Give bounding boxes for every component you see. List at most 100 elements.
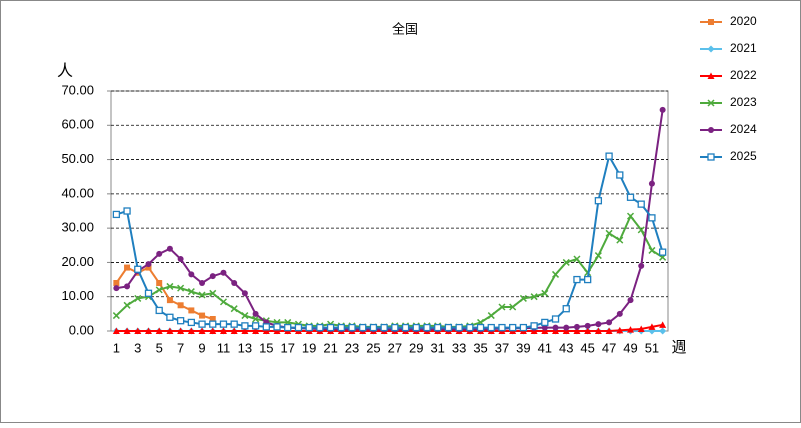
x-tick-label: 31 bbox=[430, 340, 444, 355]
data-point bbox=[305, 323, 313, 332]
data-point bbox=[594, 327, 602, 334]
data-point bbox=[648, 180, 655, 187]
data-point bbox=[294, 323, 303, 332]
series-line bbox=[115, 266, 214, 320]
series-line bbox=[116, 323, 663, 332]
data-point bbox=[198, 320, 206, 328]
data-point bbox=[541, 327, 549, 334]
legend-label: 2020 bbox=[730, 14, 757, 28]
data-point bbox=[337, 323, 345, 332]
data-point bbox=[380, 323, 388, 332]
data-point bbox=[156, 250, 163, 257]
data-point bbox=[273, 327, 281, 334]
data-point bbox=[648, 323, 656, 330]
data-point bbox=[209, 327, 217, 334]
legend-marker bbox=[707, 99, 715, 107]
x-tick-label: 17 bbox=[281, 340, 295, 355]
data-point bbox=[637, 200, 645, 208]
data-point bbox=[423, 323, 431, 332]
data-point bbox=[241, 290, 248, 297]
data-point bbox=[659, 106, 666, 113]
data-point bbox=[156, 280, 163, 286]
data-point bbox=[562, 258, 570, 266]
x-tick-label: 45 bbox=[580, 340, 594, 355]
x-tick-label: 41 bbox=[538, 340, 552, 355]
data-point bbox=[188, 307, 195, 314]
data-point bbox=[391, 323, 399, 332]
data-point bbox=[123, 301, 131, 309]
x-tick-label: 49 bbox=[623, 340, 637, 355]
legend-marker bbox=[708, 19, 714, 25]
data-point bbox=[659, 321, 667, 328]
data-point bbox=[198, 327, 206, 334]
data-point bbox=[177, 284, 185, 292]
data-point bbox=[155, 327, 163, 334]
data-point bbox=[552, 324, 559, 331]
data-point bbox=[573, 327, 581, 334]
data-point bbox=[519, 294, 527, 302]
series-line bbox=[115, 214, 664, 328]
y-tick-label: 60.00 bbox=[61, 117, 94, 132]
data-point bbox=[124, 283, 131, 290]
y-tick-label: 20.00 bbox=[61, 254, 94, 269]
data-point bbox=[155, 286, 163, 294]
x-tick-label: 25 bbox=[366, 340, 380, 355]
data-point bbox=[134, 265, 142, 273]
data-point bbox=[144, 289, 153, 297]
legend-marker bbox=[707, 72, 715, 79]
data-point bbox=[124, 264, 131, 271]
data-point bbox=[616, 310, 623, 317]
legend-label: 2021 bbox=[730, 41, 757, 55]
data-point bbox=[241, 327, 249, 334]
data-point bbox=[209, 273, 216, 280]
data-point bbox=[262, 327, 270, 334]
x-tick-label: 29 bbox=[409, 340, 423, 355]
data-point bbox=[112, 327, 120, 334]
data-point bbox=[627, 297, 634, 304]
data-point bbox=[230, 320, 238, 328]
data-point bbox=[606, 319, 613, 326]
data-point bbox=[188, 271, 195, 278]
data-point bbox=[219, 298, 228, 306]
x-tick-label: 11 bbox=[217, 340, 231, 355]
data-point bbox=[584, 322, 591, 329]
x-tick-label: 39 bbox=[516, 340, 530, 355]
data-point bbox=[455, 323, 463, 332]
data-point bbox=[187, 327, 195, 334]
series-line bbox=[116, 153, 664, 329]
data-point bbox=[155, 306, 163, 315]
data-point bbox=[166, 297, 173, 304]
data-point bbox=[359, 323, 367, 332]
data-point bbox=[166, 327, 174, 334]
data-point bbox=[209, 289, 217, 297]
data-point bbox=[637, 226, 645, 234]
data-point bbox=[638, 262, 645, 269]
y-tick-label: 70.00 bbox=[61, 82, 94, 97]
data-point bbox=[573, 323, 580, 330]
x-tick-label: 33 bbox=[452, 340, 466, 355]
data-point bbox=[199, 280, 206, 286]
y-tick-label: 10.00 bbox=[61, 288, 94, 303]
data-point bbox=[177, 302, 184, 309]
legend-marker bbox=[708, 127, 714, 133]
data-point bbox=[551, 315, 560, 323]
data-point bbox=[166, 313, 174, 321]
data-point bbox=[530, 322, 538, 330]
data-point bbox=[616, 171, 624, 179]
data-point bbox=[145, 264, 152, 271]
data-point bbox=[584, 327, 592, 334]
x-tick-label: 51 bbox=[645, 340, 659, 355]
data-point bbox=[648, 246, 656, 254]
data-point bbox=[230, 327, 238, 334]
legend-label: 2023 bbox=[730, 95, 757, 109]
x-tick-label: 19 bbox=[302, 340, 316, 355]
data-point bbox=[498, 303, 506, 311]
data-point bbox=[166, 245, 173, 252]
data-point bbox=[509, 303, 517, 311]
data-point bbox=[594, 197, 603, 205]
data-point bbox=[251, 322, 260, 330]
data-point bbox=[198, 291, 206, 299]
data-point bbox=[658, 248, 667, 256]
